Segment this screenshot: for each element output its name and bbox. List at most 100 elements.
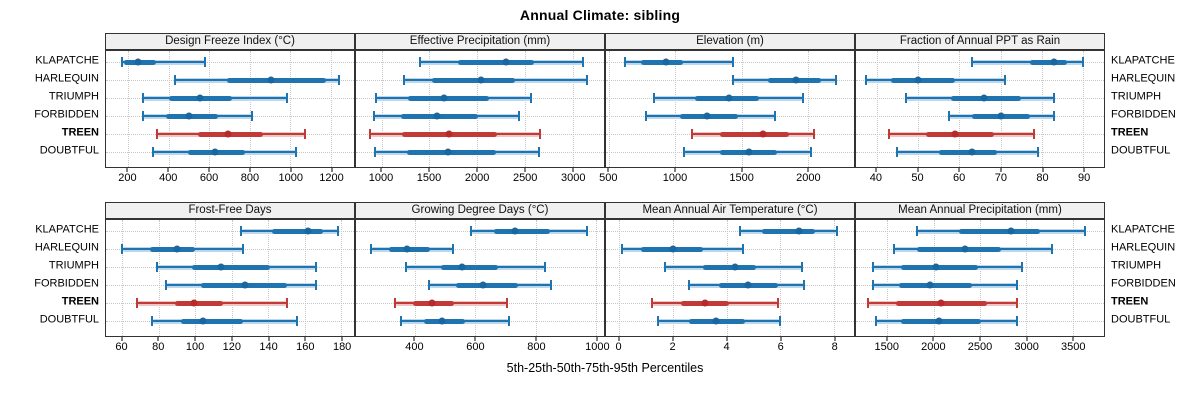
- whisker-cap: [688, 280, 691, 290]
- gridline-horizontal: [356, 249, 604, 250]
- gridline-vertical: [524, 51, 526, 167]
- median-dot: [980, 94, 988, 102]
- whisker-cap: [663, 262, 666, 272]
- site-label-right: HARLEQUIN: [1111, 72, 1176, 85]
- whisker-cap: [690, 129, 693, 139]
- median-dot: [403, 245, 411, 253]
- figure-title: Annual Climate: sibling: [519, 7, 681, 23]
- site-label-right: TREEN: [1111, 126, 1149, 139]
- whisker-cap: [451, 244, 454, 254]
- median-dot: [267, 76, 275, 84]
- median-dot: [926, 281, 934, 289]
- site-label-left: KLAPATCHE: [35, 54, 99, 67]
- site-label-right: FORBIDDEN: [1111, 108, 1176, 121]
- gridline-vertical: [231, 220, 233, 336]
- axis-tick: [208, 168, 210, 172]
- axis-tick: [596, 337, 598, 341]
- whisker-cap: [156, 262, 159, 272]
- panel-plot-area: [105, 219, 355, 337]
- gridline-vertical: [933, 220, 935, 336]
- median-dot: [701, 299, 709, 307]
- whisker-cap: [582, 57, 584, 67]
- band-25th-75th: [899, 282, 972, 288]
- median-dot: [703, 112, 711, 120]
- whisker-cap: [813, 129, 816, 139]
- whisker-cap: [403, 75, 406, 85]
- whisker-cap: [1016, 280, 1018, 290]
- whisker-cap: [652, 93, 655, 103]
- gridline-vertical: [876, 51, 878, 167]
- whisker-cap: [239, 226, 242, 236]
- site-label-right: TREEN: [1111, 295, 1149, 308]
- axis-tick: [618, 337, 619, 341]
- line-5th-95th: [122, 61, 206, 63]
- whisker-cap: [241, 244, 244, 254]
- median-dot: [744, 281, 752, 289]
- band-25th-75th: [458, 59, 535, 65]
- gridline-vertical: [330, 51, 332, 167]
- panel-x-axis: 1000 1500 2000 2500 3000: [355, 168, 605, 188]
- median-dot: [241, 281, 249, 289]
- band-25th-75th: [407, 149, 497, 155]
- axis-tick-label: 80: [152, 341, 165, 353]
- median-dot: [914, 76, 922, 84]
- gridline-vertical: [980, 220, 981, 336]
- gridline-vertical: [918, 51, 919, 167]
- whisker-cap: [142, 111, 145, 121]
- panel-plot-area: [605, 219, 855, 337]
- whisker-cap: [621, 244, 624, 254]
- axis-tick-label: 200: [118, 172, 137, 184]
- whisker-cap: [151, 147, 154, 157]
- axis-tick: [607, 168, 609, 172]
- band-25th-75th: [149, 246, 196, 252]
- panel-plot-area: [355, 50, 605, 168]
- axis-tick: [413, 337, 415, 341]
- whisker-cap: [530, 93, 533, 103]
- gridline-horizontal: [606, 80, 854, 81]
- gridline-vertical: [741, 51, 743, 167]
- gridline-vertical: [1026, 220, 1028, 336]
- gridline-vertical: [209, 51, 211, 167]
- site-label-right: DOUBTFUL: [1111, 144, 1171, 157]
- gridline-vertical: [675, 51, 677, 167]
- whisker-cap: [419, 57, 422, 67]
- whisker-cap: [802, 93, 805, 103]
- axis-tick-label: 1000: [368, 172, 394, 184]
- axis-tick: [932, 337, 934, 341]
- whisker-cap: [537, 147, 540, 157]
- gridline-vertical: [128, 51, 130, 167]
- gridline-vertical: [959, 51, 961, 167]
- panel-x-axis: 40 50 60 70 80 90: [855, 168, 1105, 188]
- whisker-cap: [800, 262, 803, 272]
- whisker-cap: [1036, 147, 1039, 157]
- band-25th-75th: [938, 149, 997, 155]
- axis-tick: [194, 337, 196, 341]
- whisker-cap: [835, 75, 838, 85]
- panel-plot-area: [855, 219, 1105, 337]
- axis-tick: [535, 337, 537, 341]
- axis-tick-label: 1500: [416, 172, 442, 184]
- axis-tick: [476, 168, 478, 172]
- whisker-cap: [1020, 262, 1023, 272]
- line-5th-95th: [971, 61, 1084, 63]
- panel-fraction-of-annual-ppt-as-rain: Fraction of Annual PPT as Rain 40 50 60 70 80…: [855, 33, 1105, 190]
- axis-tick-label: 120: [222, 341, 242, 353]
- median-dot: [795, 227, 803, 235]
- axis-tick-label: 60: [115, 341, 128, 353]
- axis-tick: [380, 168, 382, 172]
- axis-tick: [167, 168, 169, 172]
- whisker-cap: [400, 316, 403, 326]
- axis-tick-label: 3500: [1061, 341, 1086, 353]
- median-dot: [951, 130, 959, 138]
- band-25th-75th: [958, 228, 1041, 234]
- panel-mean-annual-precipitation-mm: Mean Annual Precipitation (mm) 1500 2000 25…: [855, 202, 1105, 359]
- median-dot: [479, 281, 487, 289]
- gridline-vertical: [887, 220, 889, 336]
- site-label-left: KLAPATCHE: [35, 223, 99, 236]
- axis-tick-label: 600: [466, 341, 485, 353]
- gridline-vertical: [168, 51, 170, 167]
- whisker-cap: [683, 147, 686, 157]
- whisker-cap: [165, 280, 168, 290]
- panel-growing-degree-days-c: Growing Degree Days (°C) 400 600 800 1000: [355, 202, 610, 359]
